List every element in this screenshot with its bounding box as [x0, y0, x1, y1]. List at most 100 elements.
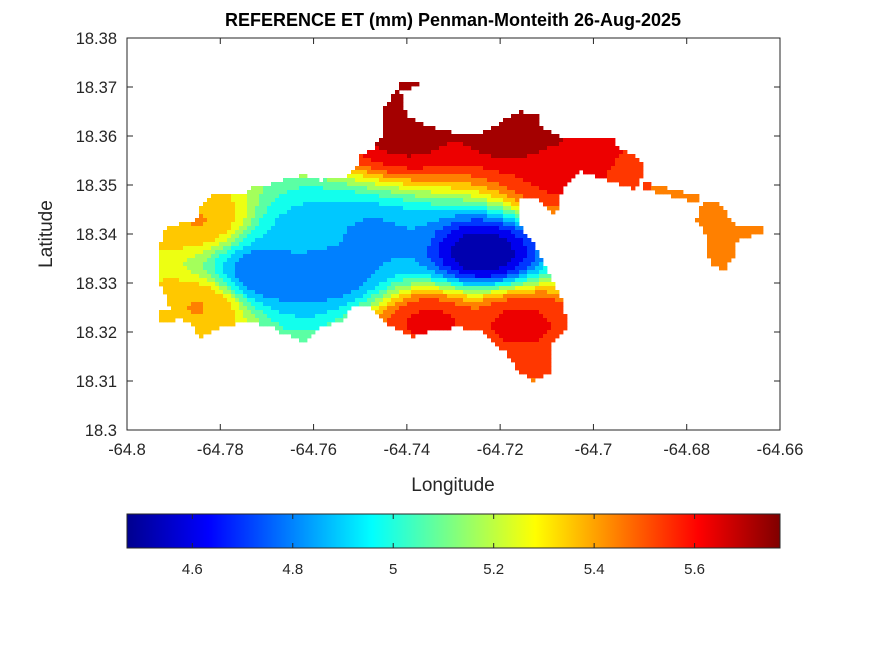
et-cell [431, 326, 436, 331]
et-cell [211, 210, 216, 215]
et-cell [331, 274, 336, 279]
et-cell [367, 302, 372, 307]
et-cell [307, 278, 312, 283]
et-cell [367, 278, 372, 283]
et-cell [419, 178, 424, 183]
et-cell [447, 298, 452, 303]
et-cell [751, 230, 756, 235]
et-cell [303, 314, 308, 319]
et-cell [179, 306, 184, 311]
et-cell [271, 190, 276, 195]
et-cell [315, 270, 320, 275]
et-cell [563, 166, 568, 171]
et-cell [519, 334, 524, 339]
et-cell [407, 198, 412, 203]
et-cell [455, 258, 460, 263]
et-cell [391, 234, 396, 239]
et-cell [211, 194, 216, 199]
et-cell [227, 198, 232, 203]
et-cell [215, 222, 220, 227]
et-cell [319, 218, 324, 223]
et-cell [219, 306, 224, 311]
et-cell [219, 274, 224, 279]
et-cell [471, 198, 476, 203]
et-cell [339, 194, 344, 199]
et-cell [539, 334, 544, 339]
et-cell [523, 234, 528, 239]
et-cell [715, 210, 720, 215]
et-cell [455, 146, 460, 151]
et-cell [375, 306, 380, 311]
et-cell [395, 298, 400, 303]
et-cell [523, 166, 528, 171]
et-cell [547, 306, 552, 311]
et-cell [275, 310, 280, 315]
et-cell [491, 126, 496, 131]
et-cell [395, 234, 400, 239]
et-cell [451, 170, 456, 175]
et-cell [519, 354, 524, 359]
et-cell [419, 138, 424, 143]
et-cell [199, 238, 204, 243]
et-cell [463, 190, 468, 195]
et-cell [731, 254, 736, 259]
et-cell [419, 202, 424, 207]
et-cell [415, 222, 420, 227]
et-cell [267, 294, 272, 299]
et-cell [611, 158, 616, 163]
et-cell [247, 254, 252, 259]
et-cell [451, 278, 456, 283]
et-cell [467, 278, 472, 283]
et-cell [483, 278, 488, 283]
et-cell [691, 198, 696, 203]
et-cell [731, 226, 736, 231]
et-cell [259, 318, 264, 323]
et-cell [375, 242, 380, 247]
et-cell [223, 266, 228, 271]
et-cell [543, 186, 548, 191]
et-cell [427, 314, 432, 319]
et-cell [347, 278, 352, 283]
et-cell [387, 154, 392, 159]
et-cell [207, 234, 212, 239]
et-cell [535, 250, 540, 255]
et-cell [211, 274, 216, 279]
et-cell [547, 290, 552, 295]
et-cell [387, 302, 392, 307]
et-cell [307, 178, 312, 183]
et-cell [183, 286, 188, 291]
et-cell [543, 306, 548, 311]
et-cell [455, 182, 460, 187]
et-cell [395, 302, 400, 307]
et-cell [523, 254, 528, 259]
et-cell [419, 122, 424, 127]
et-cell [511, 126, 516, 131]
et-cell [203, 250, 208, 255]
et-cell [467, 158, 472, 163]
et-cell [471, 302, 476, 307]
et-cell [399, 102, 404, 107]
et-cell [311, 330, 316, 335]
et-cell [391, 294, 396, 299]
et-cell [251, 270, 256, 275]
et-cell [263, 266, 268, 271]
et-cell [219, 298, 224, 303]
et-cell [599, 146, 604, 151]
et-cell [211, 306, 216, 311]
et-cell [507, 198, 512, 203]
et-cell [363, 294, 368, 299]
et-cell [439, 314, 444, 319]
et-cell [655, 190, 660, 195]
et-cell [351, 254, 356, 259]
et-cell [279, 206, 284, 211]
et-cell [507, 150, 512, 155]
et-cell [451, 226, 456, 231]
et-cell [551, 174, 556, 179]
et-cell [335, 258, 340, 263]
et-cell [207, 214, 212, 219]
et-cell [503, 174, 508, 179]
et-cell [543, 286, 548, 291]
et-cell [479, 318, 484, 323]
et-cell [491, 190, 496, 195]
et-cell [203, 322, 208, 327]
